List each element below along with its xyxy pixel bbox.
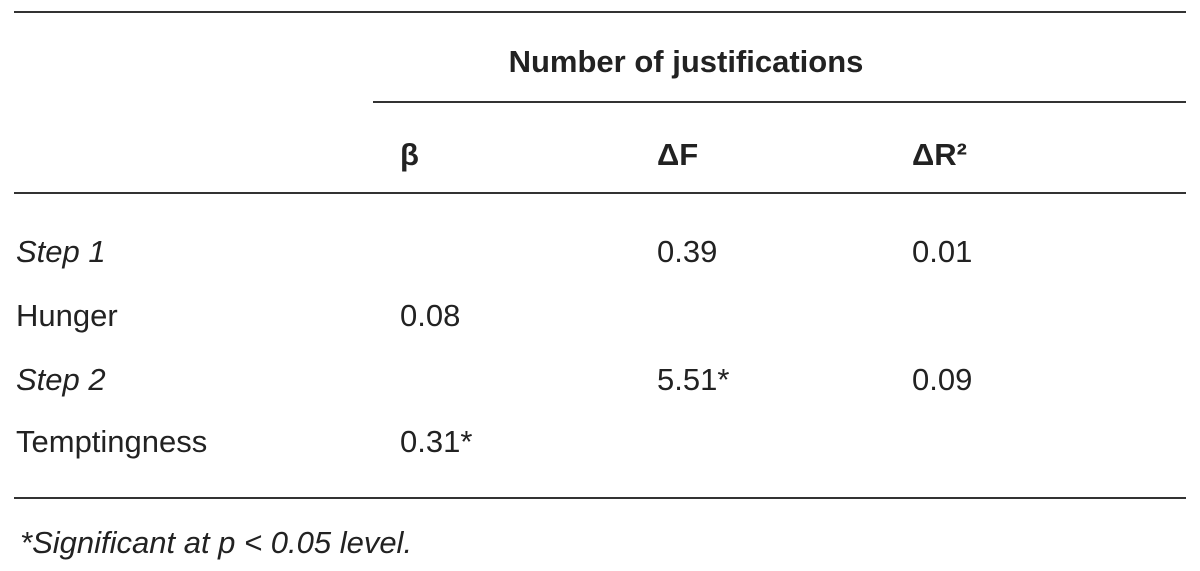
footnote: *Significant at p < 0.05 level.	[20, 525, 413, 560]
column-header: ΔF	[657, 137, 699, 172]
cell: 0.09	[912, 362, 973, 397]
cell: 5.51*	[657, 362, 730, 397]
row-label: Hunger	[16, 298, 118, 333]
column-header: β	[400, 137, 419, 172]
cell: 0.01	[912, 234, 973, 269]
header-rule	[14, 192, 1186, 194]
top-rule	[14, 11, 1186, 13]
row-label: Temptingness	[16, 424, 208, 459]
cell: 0.08	[400, 298, 461, 333]
group-rule	[373, 101, 1186, 103]
column-header: ΔR²	[912, 137, 967, 172]
group-header: Number of justifications	[508, 44, 864, 79]
cell: 0.31*	[400, 424, 473, 459]
cell: 0.39	[657, 234, 718, 269]
row-label: Step 2	[16, 362, 106, 397]
row-label: Step 1	[16, 234, 106, 269]
bottom-rule	[14, 497, 1186, 499]
